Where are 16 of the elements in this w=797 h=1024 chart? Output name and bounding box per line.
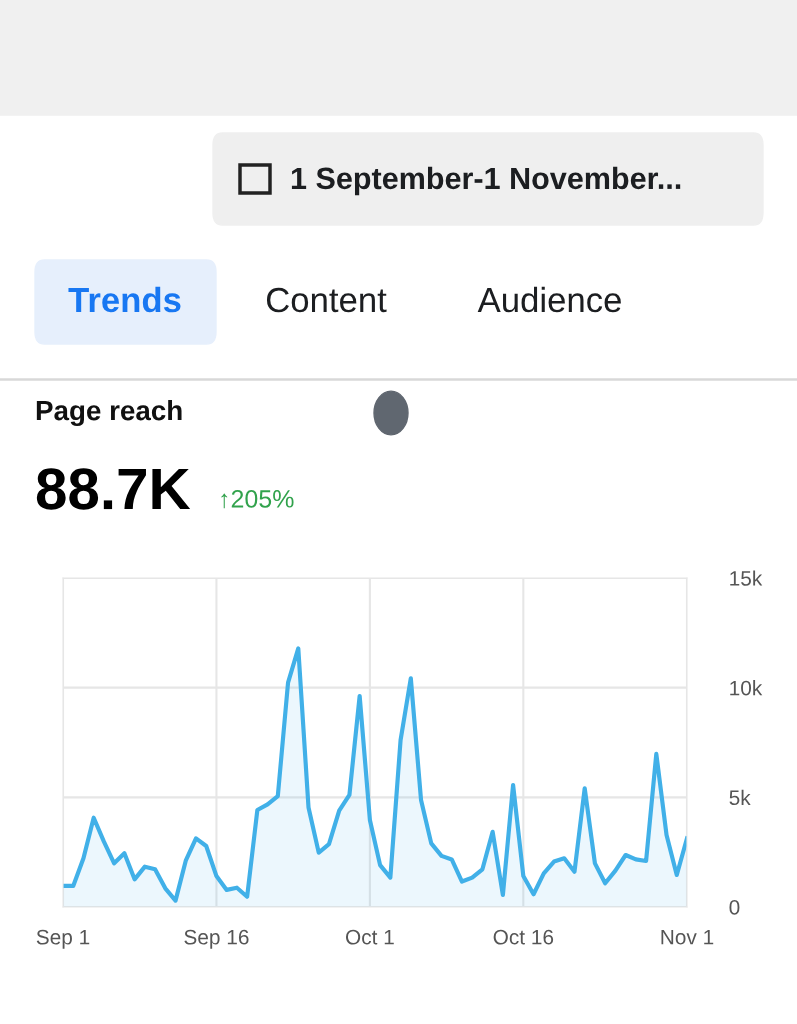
x-tick-label: Oct 16 xyxy=(493,929,554,945)
chart-subtitle: 88.7K xyxy=(36,468,191,510)
y-tick-label: 0 xyxy=(729,900,740,915)
text: ↑205% xyxy=(221,490,294,509)
y-tick-label: 15k xyxy=(730,570,763,586)
x-tick-label: Oct 1 xyxy=(345,929,394,945)
y-tick-label: 5k xyxy=(729,789,751,806)
y-tick-label: 10k xyxy=(730,680,763,696)
text: 1 September-1 November... xyxy=(291,166,681,196)
x-tick-label: Sep 1 xyxy=(36,929,90,949)
text: Trends xyxy=(68,286,181,313)
x-tick-label: Nov 1 xyxy=(661,929,714,945)
text: Audience xyxy=(477,286,621,313)
chart-title: Page reach xyxy=(36,399,182,427)
x-tick-label: Sep 16 xyxy=(184,929,249,949)
text: Content xyxy=(266,287,387,313)
